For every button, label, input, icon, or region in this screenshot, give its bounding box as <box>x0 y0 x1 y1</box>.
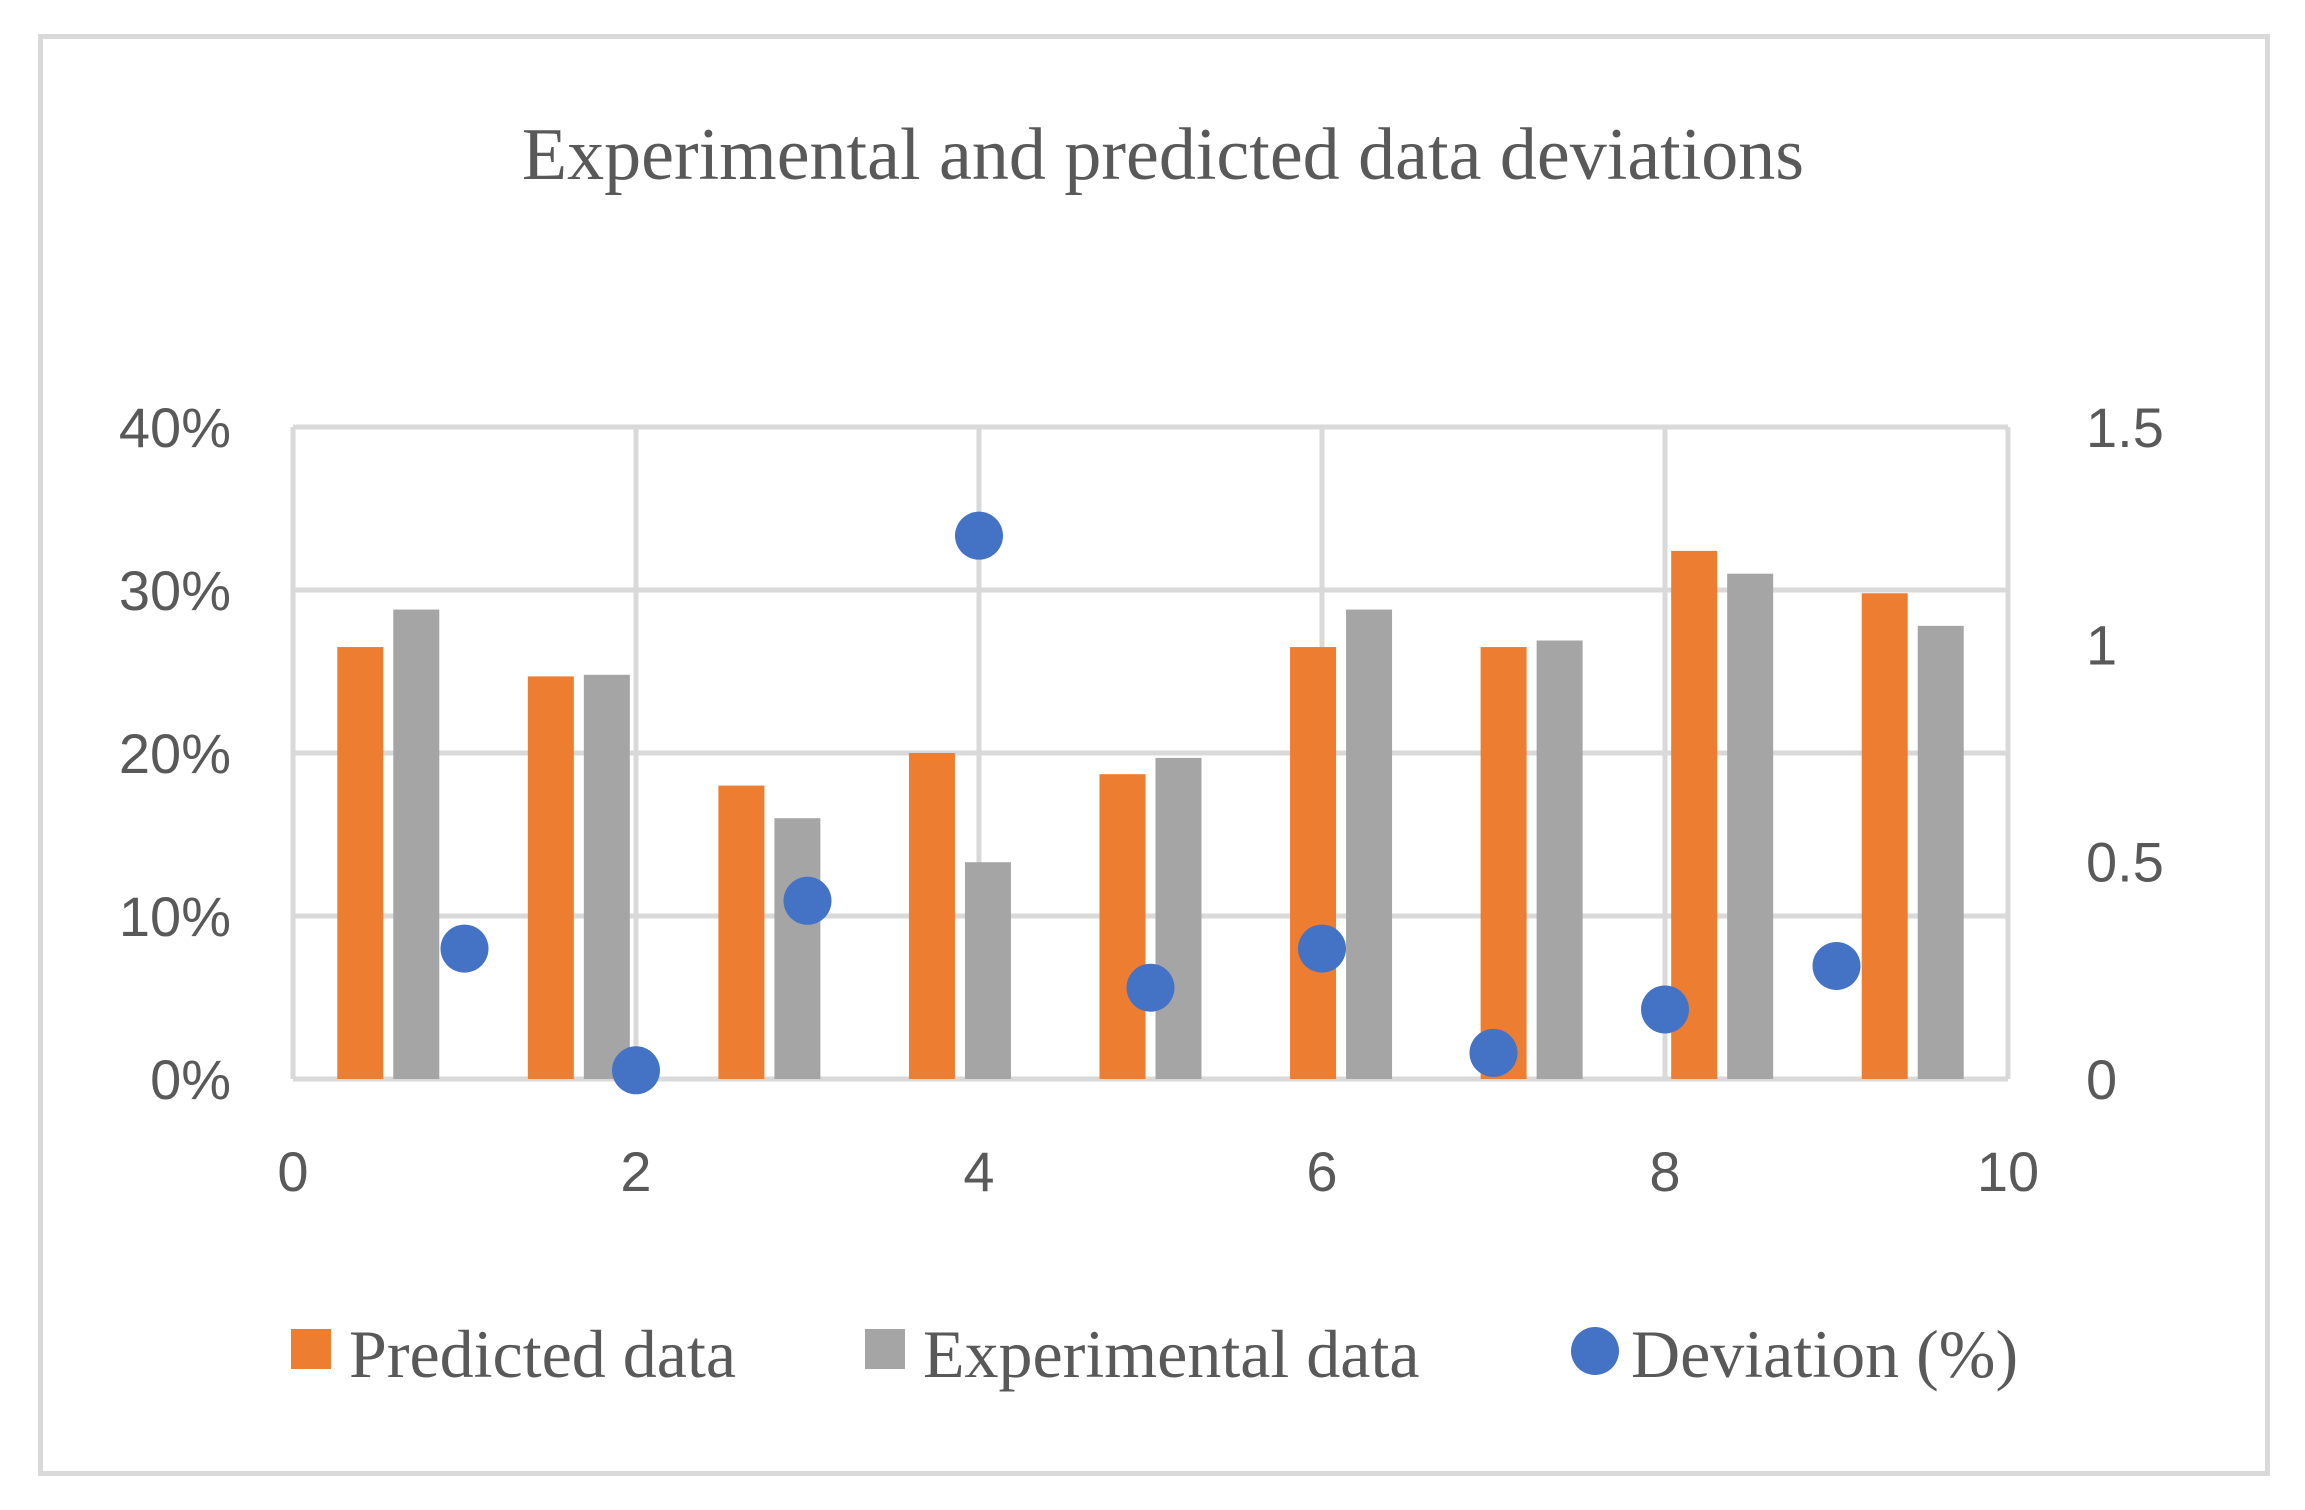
x-tick-label: 4 <box>963 1140 994 1203</box>
y-right-tick-label: 1 <box>2086 613 2117 676</box>
legend: Predicted data Experimental data Deviation… <box>291 1316 2018 1392</box>
legend-swatch <box>291 1329 331 1369</box>
legend-label: Deviation (%) <box>1631 1316 2018 1392</box>
deviation-point <box>1641 985 1689 1034</box>
predicted-bar <box>908 753 955 1079</box>
experimental-bar <box>774 818 821 1079</box>
y-left-tick-label: 20% <box>119 722 231 785</box>
experimental-bar <box>1917 625 1964 1079</box>
experimental-bar <box>1536 640 1583 1079</box>
experimental-bar <box>393 609 440 1079</box>
x-tick-label: 0 <box>277 1140 308 1203</box>
y-left-tick-label: 30% <box>119 559 231 622</box>
legend-swatch <box>1571 1327 1619 1375</box>
deviation-point <box>1812 941 1861 990</box>
grid-layer <box>290 424 2011 1082</box>
deviation-point <box>955 511 1003 560</box>
x-tick-label: 8 <box>1649 1140 1680 1203</box>
deviation-point <box>1298 924 1346 973</box>
predicted-bar <box>1480 647 1527 1079</box>
x-tick-label: 2 <box>620 1140 651 1203</box>
legend-label: Predicted data <box>349 1316 736 1392</box>
ticks-layer: 0% 10% 20% 30% 40% 0 2 4 6 8 10 0 0.5 1 1.5 <box>119 396 2164 1203</box>
y-left-tick-label: 10% <box>119 885 231 948</box>
predicted-bar <box>1861 593 1908 1079</box>
legend-label: Experimental data <box>923 1316 1420 1392</box>
predicted-bar <box>1290 647 1337 1079</box>
experimental-bar <box>583 674 630 1079</box>
deviation-point <box>1469 1028 1518 1077</box>
predicted-bar <box>718 785 765 1079</box>
y-right-tick-label: 1.5 <box>2086 396 2164 459</box>
y-left-tick-label: 0% <box>150 1048 231 1111</box>
experimental-bar <box>964 862 1011 1079</box>
y-right-tick-label: 0.5 <box>2086 831 2164 894</box>
x-tick-label: 6 <box>1306 1140 1337 1203</box>
y-right-tick-label: 0 <box>2086 1048 2117 1111</box>
y-left-tick-label: 40% <box>119 396 231 459</box>
chart-frame: Experimental and predicted data deviatio… <box>38 34 2270 1476</box>
deviation-point <box>1126 963 1175 1012</box>
deviation-point <box>612 1046 660 1095</box>
x-tick-label: 10 <box>1977 1140 2039 1203</box>
bars-layer <box>337 550 1964 1079</box>
deviation-point <box>783 876 832 925</box>
predicted-bar <box>1099 774 1146 1079</box>
legend-swatch <box>865 1329 905 1369</box>
points-layer <box>440 511 1861 1095</box>
chart-title: Experimental and predicted data deviatio… <box>522 114 1804 196</box>
experimental-bar <box>1727 573 1774 1079</box>
chart-svg: Experimental and predicted data deviatio… <box>119 114 2164 1392</box>
predicted-bar <box>527 676 574 1079</box>
experimental-bar <box>1155 757 1202 1079</box>
deviation-point <box>440 924 489 973</box>
experimental-bar <box>1346 609 1393 1079</box>
predicted-bar <box>337 647 384 1079</box>
